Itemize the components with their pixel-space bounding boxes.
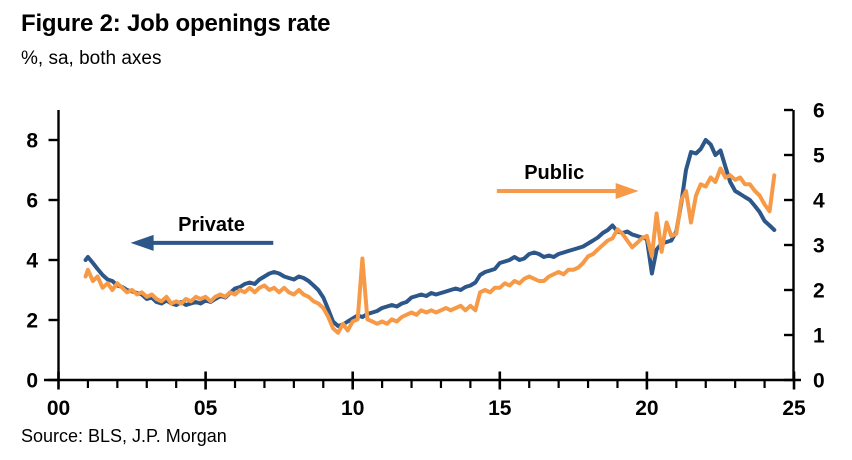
right-axis-tick-label: 0 xyxy=(813,370,825,393)
left-axis-tick-label: 2 xyxy=(26,310,38,333)
source-note: Source: BLS, J.P. Morgan xyxy=(21,426,227,446)
left-axis-tick-label: 4 xyxy=(26,250,38,273)
x-axis-tick-label: 25 xyxy=(782,397,806,420)
left-axis-tick-label: 8 xyxy=(26,130,38,153)
left-axis-tick-label: 6 xyxy=(26,190,38,213)
x-axis-tick-label: 00 xyxy=(47,397,70,420)
x-axis-tick-label: 05 xyxy=(194,397,218,420)
right-axis-tick-label: 6 xyxy=(813,100,825,123)
right-axis-tick-label: 3 xyxy=(813,235,825,258)
chart-title: Figure 2: Job openings rate xyxy=(21,10,331,37)
x-axis-tick-label: 15 xyxy=(488,397,512,420)
annotation-label-private: Private xyxy=(178,214,245,236)
right-axis-tick-label: 4 xyxy=(813,190,825,213)
right-axis-tick-label: 5 xyxy=(813,145,825,168)
annotation-arrowhead-public xyxy=(615,183,639,199)
right-axis-tick-label: 1 xyxy=(813,325,825,348)
left-axis-tick-label: 0 xyxy=(26,370,38,393)
x-axis-tick-label: 20 xyxy=(635,397,658,420)
right-axis-tick-label: 2 xyxy=(813,280,825,303)
chart-subtitle: %, sa, both axes xyxy=(21,48,162,69)
series-line-public xyxy=(83,166,777,335)
annotation-label-public: Public xyxy=(524,162,584,184)
annotation-arrowhead-private xyxy=(130,234,154,251)
x-axis-tick-label: 10 xyxy=(341,397,364,420)
